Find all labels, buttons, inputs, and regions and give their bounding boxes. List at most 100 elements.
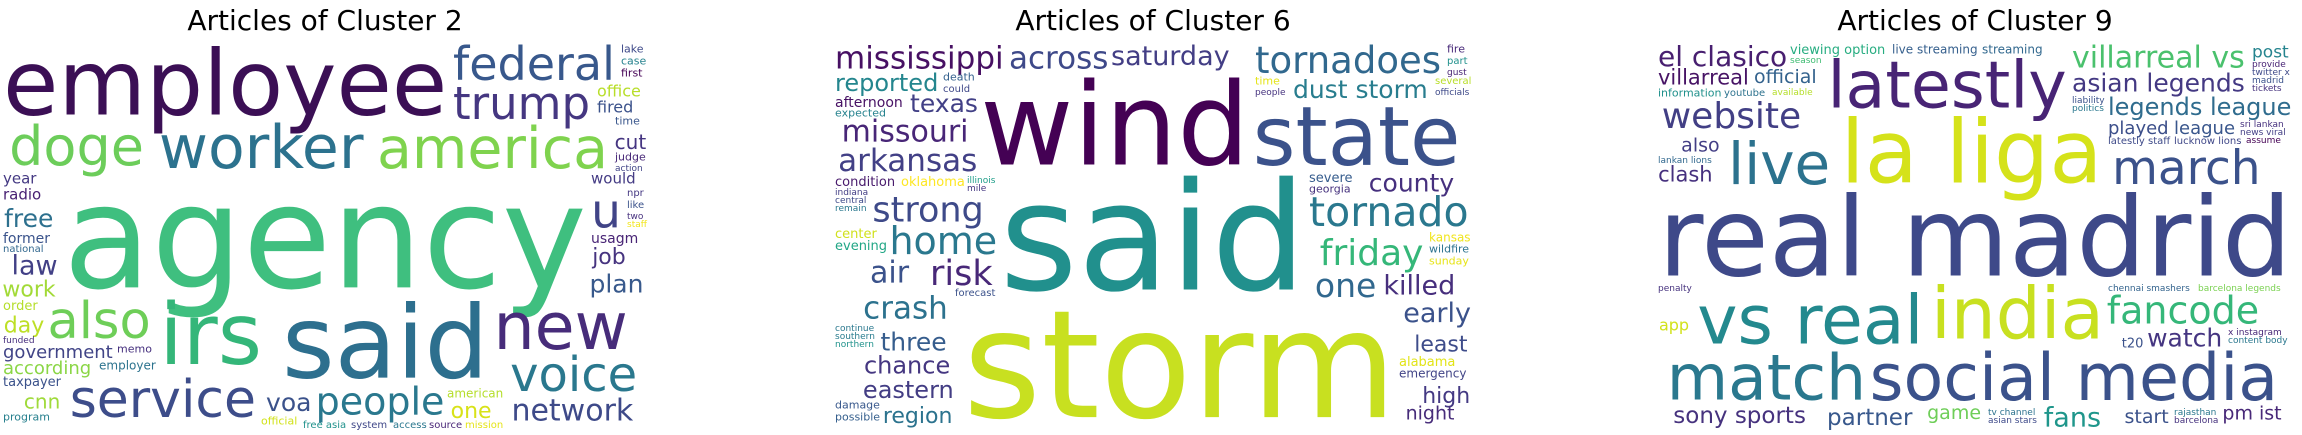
word-cloud-word: two xyxy=(627,212,644,222)
word-cloud-word: across xyxy=(1009,42,1108,76)
word-cloud-word: southern xyxy=(835,332,875,342)
word-cloud-word: missouri xyxy=(842,114,969,149)
word-cloud-word: doge xyxy=(9,115,144,178)
word-cloud-word: usagm xyxy=(591,231,638,247)
word-cloud-word: year xyxy=(3,170,37,188)
word-cloud-word: fire xyxy=(1447,43,1465,56)
word-cloud-word: lankan lions xyxy=(1658,156,1712,166)
word-cloud-word: day xyxy=(4,314,44,339)
word-cloud-word: office xyxy=(597,82,641,101)
wordcloud-panel-cluster-2: Articles of Cluster 2 employee agency said… xyxy=(0,0,650,435)
word-cloud-word: staff xyxy=(627,220,648,230)
word-cloud-word: agency xyxy=(63,153,587,321)
word-cloud-word: texas xyxy=(910,89,978,118)
word-cloud-word: viewing option xyxy=(1790,43,1885,58)
word-cloud-word: fired xyxy=(597,98,633,117)
word-cloud-word: content body xyxy=(2228,336,2288,346)
panel-title: Articles of Cluster 2 xyxy=(187,4,463,37)
word-cloud-word: gust xyxy=(1447,68,1467,78)
wordcloud-panel-cluster-6: Articles of Cluster 6 said storm wind state… xyxy=(832,0,1474,435)
word-cloud-word: law xyxy=(12,250,58,281)
word-cloud-word: free asia xyxy=(303,420,346,430)
word-cloud-word: first xyxy=(621,67,643,80)
word-cloud-word: region xyxy=(883,404,953,429)
word-cloud-word: app xyxy=(1659,315,1689,334)
word-cloud-word: source xyxy=(429,420,462,430)
word-cloud-word: latestly xyxy=(1828,48,2067,123)
word-cloud-word: one xyxy=(1315,266,1376,305)
word-cloud-word: madrid xyxy=(2252,76,2284,86)
word-cloud-word: would xyxy=(591,170,636,188)
word-cloud-word: oklahoma xyxy=(901,175,965,190)
word-cloud-word: liability xyxy=(2072,96,2105,106)
word-cloud-word: new xyxy=(493,290,627,365)
word-cloud-word: arkansas xyxy=(838,143,977,179)
word-cloud-word: fans xyxy=(2044,403,2101,430)
word-cloud-word: indiana xyxy=(835,188,868,198)
word-cloud-word: possible xyxy=(835,411,880,424)
word-cloud-word: saturday xyxy=(1111,42,1230,72)
word-cloud-word: lucknow lions xyxy=(2174,136,2241,147)
word-cloud-word: trump xyxy=(453,77,590,130)
word-cloud-word: cnn xyxy=(24,390,60,414)
word-cloud-word: evening xyxy=(835,239,887,254)
word-cloud-word: work xyxy=(2,277,55,302)
word-cloud-word: plan xyxy=(589,269,643,298)
word-cloud-word: employer xyxy=(99,358,156,372)
word-cloud-word: state xyxy=(1253,90,1461,185)
word-cloud-word: friday xyxy=(1320,233,1424,274)
word-cloud-word: pm ist xyxy=(2222,403,2281,425)
word-cloud-word: voa xyxy=(266,388,311,417)
word-cloud-word: emergency xyxy=(1399,366,1466,380)
word-cloud-word: case xyxy=(621,55,647,68)
word-cloud-word: continue xyxy=(835,324,875,334)
word-cloud-word: system xyxy=(351,420,387,430)
wordcloud-panel-cluster-9: Articles of Cluster 9 real madrid la liga… xyxy=(1655,0,2295,435)
word-cloud-word: national xyxy=(3,244,44,255)
word-cloud-word: dust storm xyxy=(1293,75,1428,104)
panel-title: Articles of Cluster 9 xyxy=(1837,4,2113,37)
word-cloud-word: also xyxy=(48,292,151,351)
word-cloud-word: penalty xyxy=(1658,284,1692,294)
word-cloud-word: federal xyxy=(453,42,615,91)
word-cloud-word: eastern xyxy=(863,376,954,404)
word-cloud-word: india xyxy=(1931,273,2104,356)
word-cloud-word: georgia xyxy=(1309,183,1351,196)
word-cloud-word: available xyxy=(1772,88,1813,98)
word-cloud-word: taxpayer xyxy=(3,375,62,390)
word-cloud-word: sri lankan xyxy=(2240,120,2284,130)
word-cloud-word: said xyxy=(1000,152,1307,326)
word-cloud-word: el clasico xyxy=(1658,42,1787,73)
word-cloud-word: live streaming xyxy=(1892,42,1978,56)
word-cloud-word: streaming xyxy=(1982,42,2043,56)
word-cloud-word: program xyxy=(3,411,50,424)
word-cloud-word: afternoon xyxy=(835,95,903,111)
word-cloud-word: mile xyxy=(967,184,987,194)
word-cloud-word: northern xyxy=(835,340,874,350)
word-cloud-word: assume xyxy=(2246,136,2281,146)
word-cloud-word: former xyxy=(3,231,50,247)
word-cloud-word: service xyxy=(70,370,256,430)
word-cloud-word: risk xyxy=(930,254,993,294)
word-cloud-word: central xyxy=(835,196,866,206)
word-cloud-word: asian legends xyxy=(2072,69,2245,98)
word-cloud-word: center xyxy=(835,227,877,242)
word-cloud-word: reported xyxy=(835,69,938,97)
word-cloud-word: illinois xyxy=(967,176,996,186)
word-cloud-word: condition xyxy=(835,175,895,190)
word-cloud-word: america xyxy=(377,116,608,182)
word-cloud-word: live xyxy=(1728,130,1830,198)
word-cloud-word: rajasthan xyxy=(2174,408,2216,418)
word-cloud-word: time xyxy=(1255,75,1280,88)
word-cloud-word: cut xyxy=(615,130,647,154)
word-cloud-word: wildfire xyxy=(1429,243,1469,256)
word-cloud-word: job xyxy=(591,245,626,270)
word-cloud-word: funded xyxy=(3,336,35,346)
word-cloud-word: t20 xyxy=(2122,337,2144,352)
word-cloud-word: could xyxy=(943,84,970,95)
word-cloud-word: watch xyxy=(2147,323,2222,352)
word-cloud-word: lake xyxy=(621,43,644,56)
word-cloud-word: air xyxy=(870,255,910,290)
word-cloud-word: tv channel xyxy=(1988,408,2035,418)
